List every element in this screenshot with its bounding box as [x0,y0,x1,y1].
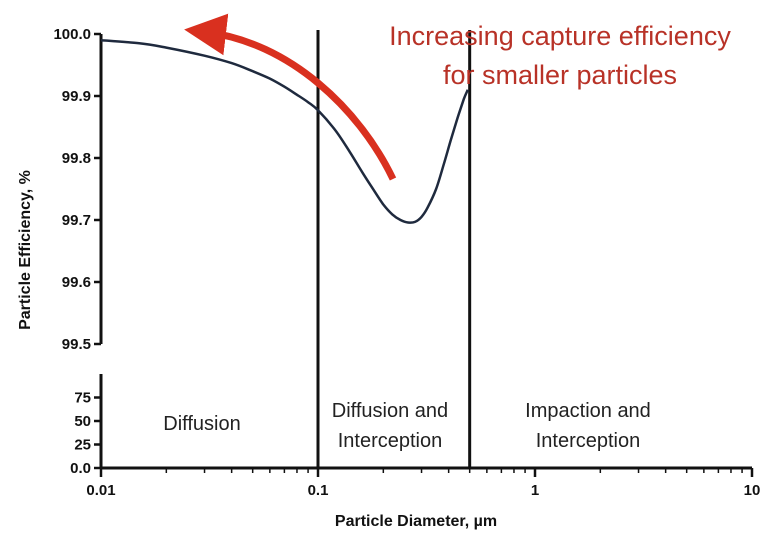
region-label: Interception [338,430,443,452]
y-tick-label: 25 [74,437,91,454]
x-tick-label: 1 [531,482,539,499]
y-tick-label: 0.0 [70,460,91,477]
x-axis-title: Particle Diameter, µm [335,513,497,530]
y-tick-label: 100.0 [53,26,91,43]
efficiency-curve [100,38,469,224]
region-label: Diffusion [163,413,240,435]
y-tick-label: 75 [74,390,91,407]
y-tick-label: 99.8 [62,150,91,167]
y-tick-label: 99.9 [62,88,91,105]
y-ticks-upper: 100.0 99.9 99.8 99.7 99.6 99.5 [53,26,101,353]
x-tick-label: 0.01 [86,482,115,499]
y-ticks-lower: 75 50 25 0.0 [70,390,101,477]
annotation-arrow [184,13,397,181]
region-label: Diffusion and [332,400,448,422]
y-tick-label: 99.7 [62,212,91,229]
region-dividers [316,30,472,468]
x-ticks: 0.01 0.1 1 10 [86,468,760,499]
annotation-line-1: Increasing capture efficiency [389,21,731,51]
x-tick-label: 10 [744,482,761,499]
region-label: Impaction and [525,400,651,422]
region-label: Interception [536,430,641,452]
y-tick-label: 99.5 [62,336,91,353]
annotation-line-2: for smaller particles [443,60,677,90]
y-tick-label: 50 [74,413,91,430]
y-axis-title: Particle Efficiency, % [17,170,34,330]
region-labels: Diffusion Diffusion and Interception Impact… [163,400,651,452]
y-tick-label: 99.6 [62,274,91,291]
x-tick-label: 0.1 [308,482,329,499]
